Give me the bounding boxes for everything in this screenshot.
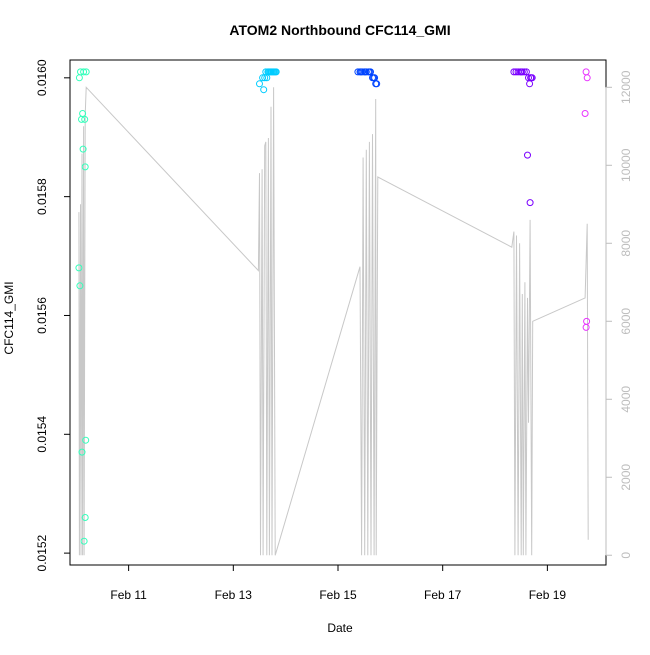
y2-tick-label: 2000: [619, 464, 633, 491]
data-point: [271, 68, 279, 76]
data-point: [357, 68, 365, 76]
secondary-line-layer: [78, 86, 589, 556]
data-point: [263, 74, 271, 82]
data-point: [78, 448, 86, 456]
data-point: [526, 199, 534, 207]
data-point: [267, 68, 275, 76]
data-point: [373, 80, 381, 88]
y-axis-label: CFC114_GMI: [2, 281, 16, 354]
y2-tick-label: 6000: [619, 308, 633, 335]
data-point: [581, 110, 589, 117]
data-point: [520, 68, 528, 76]
x-tick-label: Feb 19: [529, 588, 567, 602]
data-point: [78, 115, 85, 123]
y-tick-label: 0.0154: [35, 416, 49, 453]
x-tick-label: Feb 11: [110, 588, 147, 602]
data-point: [259, 74, 267, 82]
data-points-layer: [75, 68, 591, 545]
data-point: [79, 145, 87, 153]
data-point: [81, 514, 89, 521]
secondary-series-line: [78, 86, 589, 556]
chart-title: ATOM2 Northbound CFC114_GMI: [229, 22, 450, 38]
y-tick-label: 0.0160: [35, 59, 49, 96]
y-tick-label: 0.0152: [35, 534, 49, 571]
x-axis-label: Date: [327, 621, 353, 635]
x-axis: Feb 11 Feb 13 Feb 15 Feb 17 Feb 19: [110, 564, 567, 602]
data-point: [365, 68, 373, 76]
data-point: [269, 68, 277, 76]
data-point: [81, 163, 89, 171]
data-point: [517, 68, 525, 76]
data-point: [582, 68, 590, 76]
data-point: [260, 86, 268, 94]
data-point: [582, 323, 590, 331]
data-point: [526, 80, 534, 88]
data-point: [75, 74, 83, 82]
data-point: [82, 68, 90, 76]
data-point: [361, 68, 369, 76]
y-axis-left: 0.0152 0.0154 0.0156 0.0158 0.0160: [35, 59, 71, 571]
data-point: [79, 110, 87, 117]
data-point: [75, 264, 83, 272]
data-point: [256, 80, 263, 88]
data-point: [583, 317, 591, 325]
data-point: [76, 282, 84, 290]
data-point: [522, 68, 530, 76]
data-point: [80, 68, 88, 76]
data-point: [80, 537, 88, 545]
y2-tick-label: 4000: [619, 386, 633, 413]
y2-tick-label: 0: [619, 552, 633, 559]
data-point: [528, 74, 536, 82]
data-point: [583, 74, 591, 82]
data-point: [81, 115, 89, 123]
y-tick-label: 0.0156: [35, 297, 49, 334]
y2-tick-label: 10000: [619, 148, 633, 182]
y2-tick-label: 12000: [619, 70, 633, 104]
x-tick-label: Feb 17: [424, 588, 462, 602]
y-axis-right: 0 2000 4000 6000 8000 10000 12000: [605, 70, 633, 559]
x-tick-label: Feb 15: [319, 588, 357, 602]
data-point: [82, 436, 90, 444]
y2-tick-label: 8000: [619, 230, 633, 257]
y-tick-label: 0.0158: [35, 178, 49, 215]
data-point: [524, 151, 531, 159]
x-tick-label: Feb 13: [215, 588, 253, 602]
